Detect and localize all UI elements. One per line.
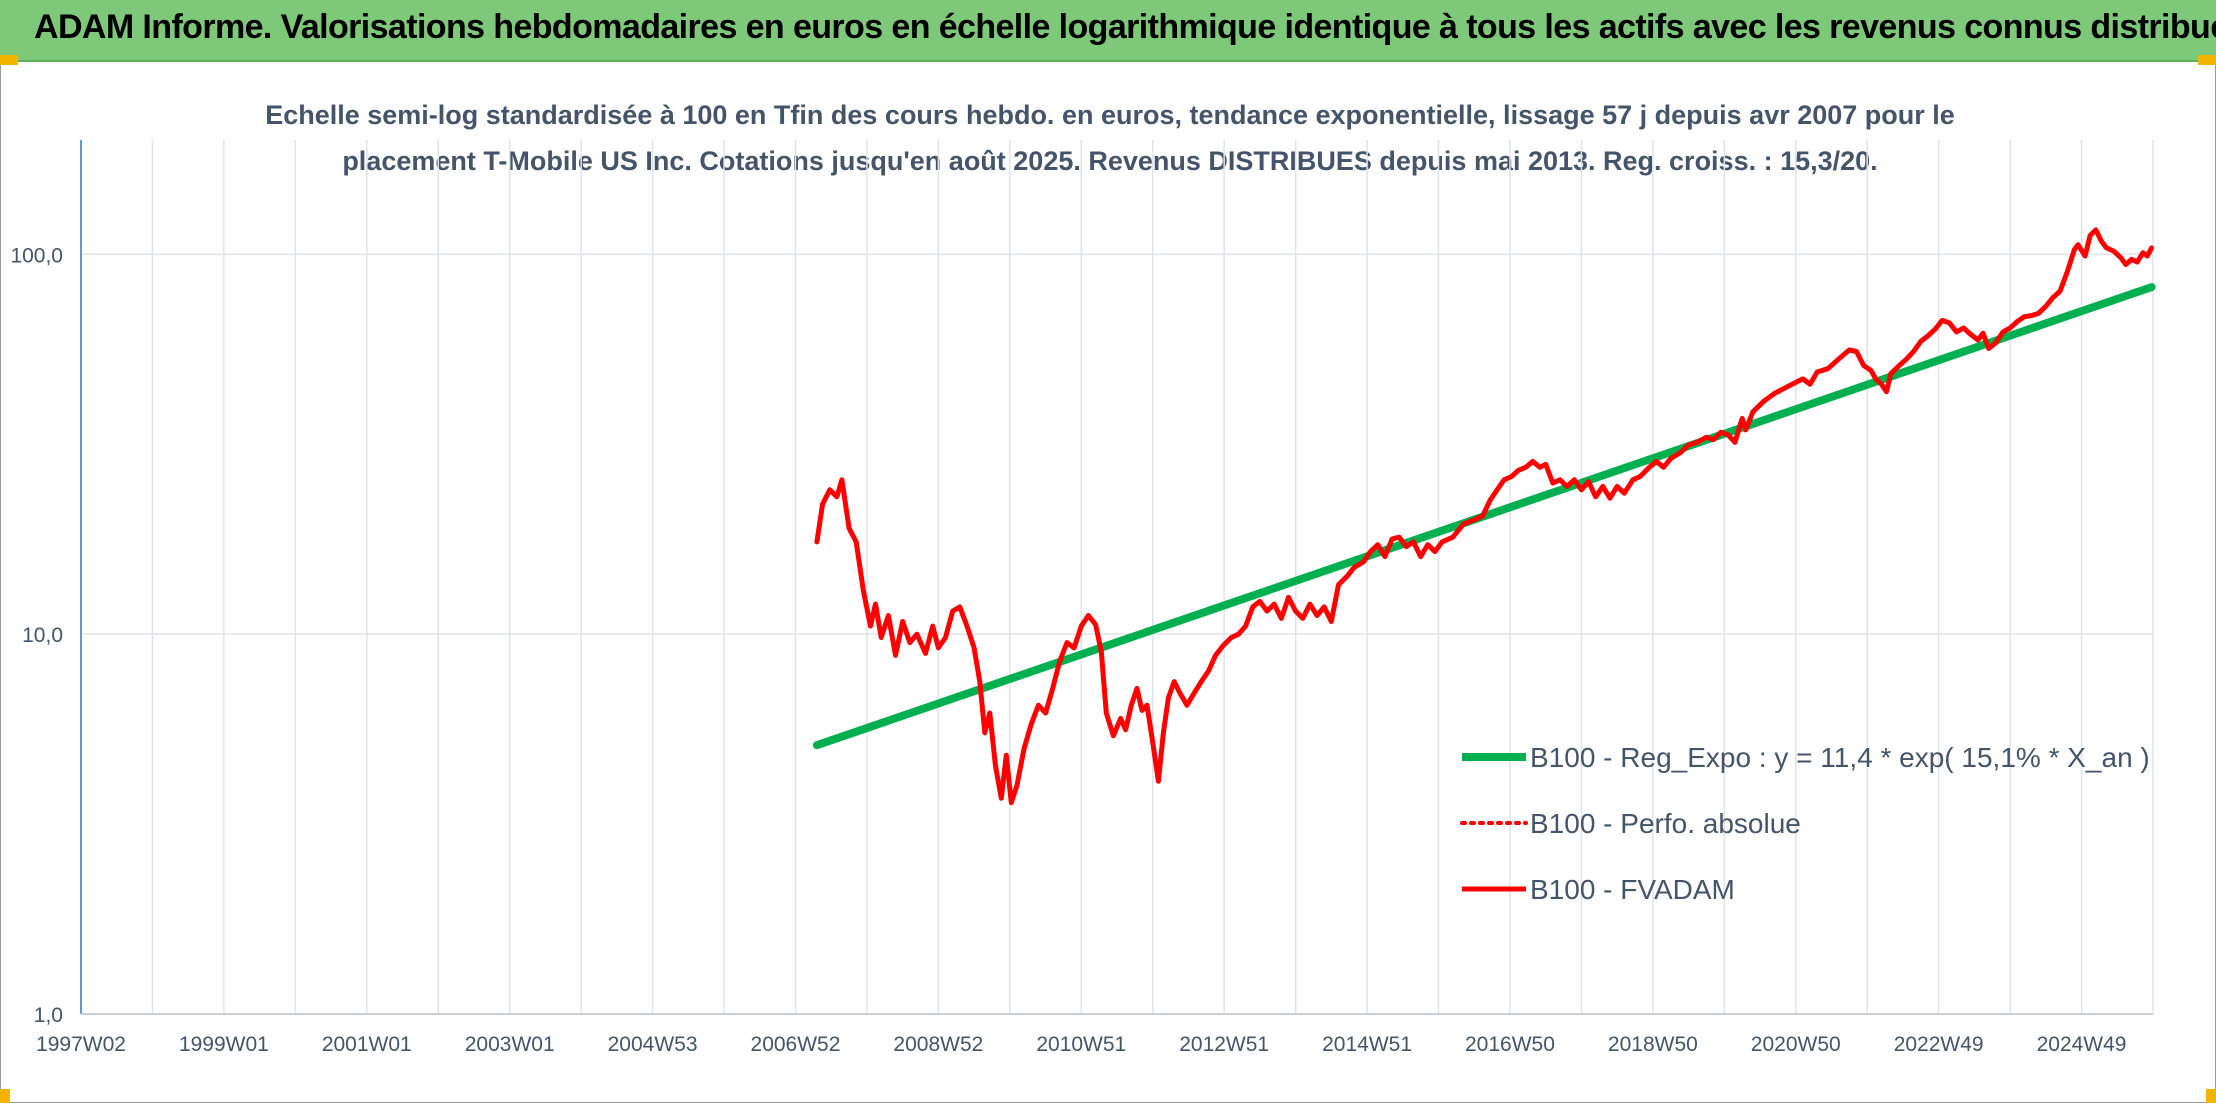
y-tick-label: 10,0 xyxy=(22,624,63,647)
x-tick-label: 2006W52 xyxy=(751,1033,841,1056)
axis-layer: 1,0 10,0 100,0 1997W02 1999W01 2001W01 2003W01… xyxy=(10,140,2153,1056)
y-tick-label: 1,0 xyxy=(34,1004,63,1027)
legend-label-1: B100 - Reg_Expo : y = 11,4 * exp( 15,1% … xyxy=(1530,742,2150,773)
x-tick-label: 2018W50 xyxy=(1608,1033,1698,1056)
frame-corner-bottom-right xyxy=(2206,1089,2216,1103)
frame-corner-bottom-left xyxy=(0,1089,10,1103)
legend-label-2: B100 - Perfo. absolue xyxy=(1530,808,1801,839)
chart-title-line-2: placement T-Mobile US Inc. Cotations jus… xyxy=(342,146,1878,176)
y-tick-label: 100,0 xyxy=(10,244,63,267)
x-tick-label: 1999W01 xyxy=(179,1033,269,1056)
series-layer xyxy=(812,227,2156,806)
x-tick-label: 2020W50 xyxy=(1751,1033,1841,1056)
x-tick-label: 2004W53 xyxy=(608,1033,698,1056)
report-title: ADAM Informe. Valorisations hebdomadaire… xyxy=(34,8,2216,46)
report-banner: ADAM Informe. Valorisations hebdomadaire… xyxy=(0,0,2216,62)
x-tick-label: 2001W01 xyxy=(322,1033,412,1056)
legend-label-3: B100 - FVADAM xyxy=(1530,874,1735,905)
x-tick-label: 2014W51 xyxy=(1322,1033,1412,1056)
x-tick-label: 2016W50 xyxy=(1465,1033,1555,1056)
x-tick-label: 2022W49 xyxy=(1894,1033,1984,1056)
x-tick-label: 2003W01 xyxy=(465,1033,555,1056)
frame-corner-top-right xyxy=(2198,55,2216,65)
legend-layer: B100 - Reg_Expo : y = 11,4 * exp( 15,1% … xyxy=(1460,742,2150,905)
chart-title-line-1: Echelle semi-log standardisée à 100 en T… xyxy=(265,100,1955,130)
frame-corner-top-left xyxy=(0,55,18,65)
x-tick-label: 1997W02 xyxy=(36,1033,126,1056)
x-tick-label: 2008W52 xyxy=(893,1033,983,1056)
x-tick-label: 2024W49 xyxy=(2037,1033,2127,1056)
x-tick-label: 2012W51 xyxy=(1179,1033,1269,1056)
grid-layer xyxy=(80,140,2154,1015)
series-line-3 xyxy=(814,227,2155,806)
x-tick-label: 2010W51 xyxy=(1036,1033,1126,1056)
